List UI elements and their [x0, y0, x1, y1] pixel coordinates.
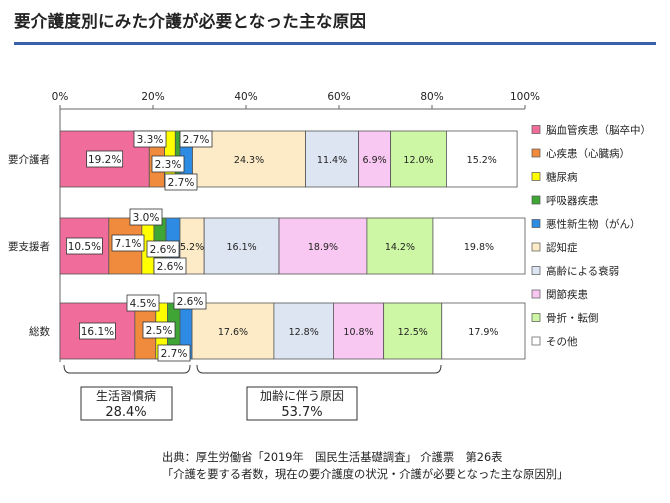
- aging-causes-bracket: [196, 364, 442, 374]
- legend-label: 脳血管疾患（脳卒中）: [546, 124, 651, 137]
- bar-segment: [383, 302, 443, 360]
- callout-box: [126, 294, 160, 312]
- callout-box: [157, 344, 191, 362]
- data-label: 10.5%: [68, 241, 101, 253]
- bar-segment: [441, 302, 526, 360]
- data-label: 2.5%: [146, 325, 173, 337]
- annotation-box: [80, 386, 173, 421]
- data-label: 3.3%: [137, 134, 164, 146]
- callout-box: [129, 208, 163, 226]
- data-label: 17.9%: [468, 327, 498, 338]
- callout-box: [151, 155, 185, 173]
- data-label: 19.2%: [88, 154, 121, 166]
- data-label: 17.6%: [218, 327, 248, 338]
- legend-label: 悪性新生物（がん）: [546, 218, 641, 231]
- legend-swatch: [531, 336, 541, 346]
- callout-box: [153, 257, 187, 275]
- bar-segment: [390, 130, 447, 188]
- data-label: 18.9%: [308, 242, 338, 253]
- category-label: 総数: [29, 325, 50, 338]
- data-label: 16.1%: [81, 326, 114, 338]
- source-note: 出典：厚生労働省「2019年 国民生活基礎調査」 介護票 第26表 「介護を要す…: [162, 449, 568, 483]
- data-label: 15.2%: [467, 155, 497, 166]
- x-tick-label: 80%: [420, 91, 443, 103]
- legend-label: 認知症: [546, 241, 578, 254]
- data-label: 19.8%: [464, 242, 494, 253]
- lifestyle-disease-bracket: [63, 364, 191, 374]
- legend-swatch: [531, 266, 541, 275]
- legend-label: 高齢による衰弱: [546, 265, 619, 278]
- bar-segment: [446, 130, 518, 188]
- data-label: 7.1%: [115, 238, 142, 250]
- data-label: 3.0%: [133, 212, 160, 224]
- chart-title: 要介護度別にみた介護が必要となった主な原因: [14, 12, 367, 31]
- annotation-label: 生活習慣病: [96, 388, 156, 403]
- callout-box: [133, 130, 167, 148]
- data-label: 24.3%: [234, 155, 264, 166]
- data-label: 2.6%: [157, 261, 184, 273]
- bar-segment: [278, 217, 368, 275]
- data-label: 10.8%: [343, 327, 373, 338]
- x-tick-label: 40%: [234, 91, 257, 103]
- data-label-box: [66, 237, 103, 255]
- legend-label: 関節疾患: [546, 288, 588, 301]
- data-label: 2.3%: [155, 159, 182, 171]
- x-tick-label: 60%: [327, 91, 350, 103]
- data-label: 2.7%: [161, 348, 188, 360]
- data-label: 12.8%: [289, 327, 319, 338]
- source-line-1: 出典：厚生労働省「2019年 国民生活基礎調査」 介護票 第26表: [162, 451, 503, 464]
- bar-segment: [366, 217, 434, 275]
- data-label: 12.5%: [398, 327, 428, 338]
- legend-label: その他: [546, 335, 578, 348]
- legend-label: 骨折・転倒: [546, 312, 599, 325]
- data-label: 5.2%: [180, 242, 204, 253]
- bar-segment: [273, 302, 334, 360]
- source-line-2: 「介護を要する者数，現在の要介護度の状況・介護が必要となった主な原因別」: [162, 468, 569, 481]
- x-tick-label: 0%: [52, 91, 69, 103]
- data-label: 2.7%: [168, 177, 195, 189]
- bar-segment: [203, 217, 280, 275]
- callout-box: [111, 234, 145, 252]
- data-label: 2.6%: [177, 296, 204, 308]
- legend-swatch: [531, 313, 541, 322]
- data-label: 12.0%: [403, 155, 433, 166]
- callout-box: [142, 321, 176, 339]
- annotation-box: [246, 386, 358, 421]
- annotation-value: 28.4%: [105, 405, 146, 420]
- x-tick-label: 100%: [510, 91, 540, 103]
- bar-segment: [432, 217, 526, 275]
- callout-box: [173, 292, 207, 310]
- bar-segment: [305, 130, 359, 188]
- legend-label: 糖尿病: [546, 171, 578, 184]
- category-label: 要介護者: [8, 153, 50, 166]
- data-label-box: [79, 322, 116, 340]
- data-label: 14.2%: [385, 242, 415, 253]
- annotation-value: 53.7%: [281, 405, 322, 420]
- data-label: 16.1%: [226, 242, 256, 253]
- data-label: 2.6%: [150, 244, 177, 256]
- data-label-box: [86, 150, 124, 168]
- callout-box: [146, 240, 180, 258]
- callout-box: [164, 173, 198, 191]
- data-label: 11.4%: [317, 155, 347, 166]
- callout-box: [179, 130, 213, 148]
- category-label: 要支援者: [8, 240, 50, 253]
- legend-label: 心疾患（心臓病）: [546, 147, 630, 160]
- data-label: 4.5%: [130, 298, 157, 310]
- legend-swatch: [531, 289, 541, 299]
- legend-swatch: [531, 219, 541, 228]
- legend-swatch: [531, 148, 541, 158]
- legend-swatch: [531, 172, 541, 181]
- x-tick-label: 20%: [141, 91, 164, 103]
- legend-label: 呼吸器疾患: [546, 194, 599, 207]
- legend-swatch: [531, 242, 541, 252]
- data-label: 6.9%: [363, 155, 387, 166]
- data-label: 2.7%: [183, 134, 210, 146]
- annotation-label: 加齢に伴う原因: [260, 388, 344, 403]
- legend-swatch: [531, 195, 541, 205]
- bar-segment: [358, 130, 392, 188]
- legend-swatch: [531, 125, 541, 134]
- title-underline: [14, 42, 656, 45]
